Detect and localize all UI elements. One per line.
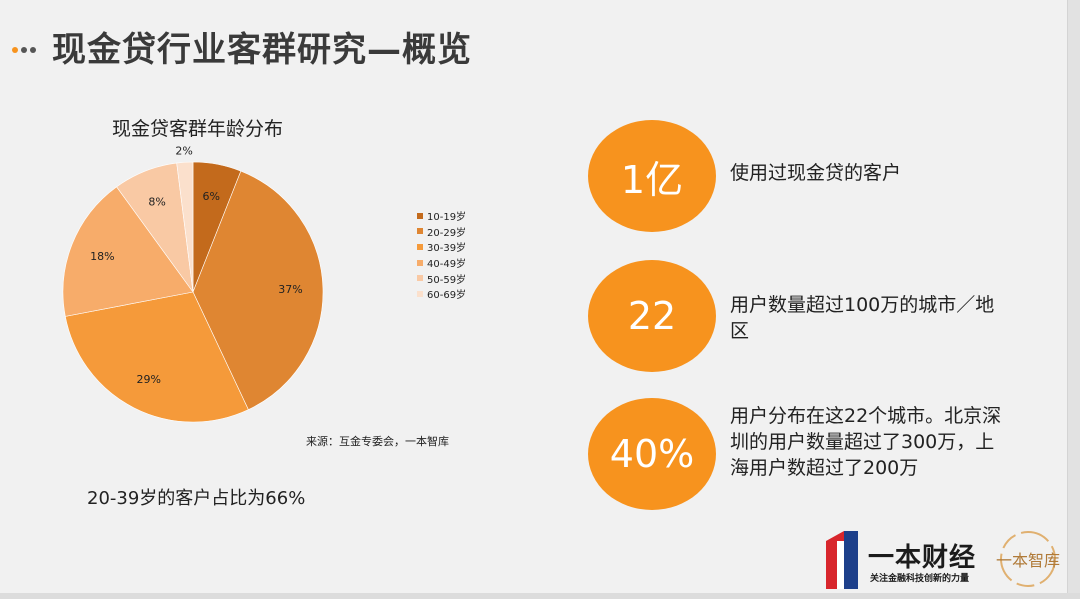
bottom-frame: [0, 593, 1080, 599]
pie-label-20-29岁: 37%: [278, 283, 302, 296]
legend-item-10-19岁: 10-19岁: [417, 208, 466, 224]
stat-circle-share: 40%: [588, 398, 716, 510]
pie-slice-40-49岁: [62, 186, 194, 317]
pie-label-10-19岁: 6%: [203, 190, 220, 203]
legend-label: 30-39岁: [427, 243, 467, 255]
age-pie-chart: 6% 37% 29% 18% 8% 2%: [62, 144, 324, 423]
pie-slice-60-69岁: [176, 161, 194, 293]
legend-label: 60-69岁: [427, 290, 467, 302]
seal-logo-icon: 一本智库: [996, 531, 1060, 587]
age-summary: 20-39岁的客户占比为66%: [87, 488, 306, 509]
page-title: 现金贷行业客群研究—概览: [52, 30, 472, 70]
pie-slice-20-29岁: [192, 170, 324, 411]
legend-item-30-39岁: 30-39岁: [417, 239, 466, 255]
stat-circle-cities: 22: [588, 260, 716, 372]
legend-label: 40-49岁: [427, 259, 467, 271]
chart-legend: 10-19岁 20-29岁 30-39岁 40-49岁 50-59岁 60-69岁: [417, 208, 466, 302]
legend-item-50-59岁: 50-59岁: [417, 270, 466, 286]
stat-circle-customers: 1亿: [588, 120, 716, 232]
legend-item-60-69岁: 60-69岁: [417, 286, 466, 302]
title-dots-icon: [12, 38, 39, 57]
pie-slice-30-39岁: [64, 291, 249, 423]
pie-label-30-39岁: 29%: [137, 373, 161, 386]
stat-desc-cities: 用户数量超过100万的城市／地区: [730, 294, 995, 342]
right-frame: [1067, 0, 1080, 599]
seal-text: 一本智库: [996, 551, 1060, 570]
chart-title: 现金贷客群年龄分布: [112, 118, 284, 140]
pie-label-60-69岁: 2%: [175, 144, 192, 157]
brand-name: 一本财经: [868, 543, 977, 573]
legend-label: 20-29岁: [427, 227, 467, 239]
legend-swatch: [417, 259, 423, 266]
pie-label-40-49岁: 18%: [90, 250, 114, 263]
legend-item-20-29岁: 20-29岁: [417, 224, 466, 240]
legend-swatch: [417, 275, 423, 282]
pie-label-50-59岁: 8%: [148, 195, 165, 208]
brand-block: 一本财经 关注金融科技创新的力量 一本智库: [826, 531, 1066, 591]
legend-label: 10-19岁: [427, 212, 467, 224]
legend-swatch: [417, 228, 423, 235]
brand-slogan: 关注金融科技创新的力量: [870, 574, 970, 584]
stat-desc-share: 用户分布在这22个城市。北京深圳的用户数量超过了300万，上海用户数超过了200…: [730, 405, 1002, 479]
stat-desc-customers: 使用过现金贷的客户: [730, 162, 902, 184]
legend-item-40-49岁: 40-49岁: [417, 255, 466, 271]
legend-swatch: [417, 290, 423, 297]
legend-label: 50-59岁: [427, 274, 467, 286]
chart-source: 来源：互金专委会，一本智库: [306, 435, 449, 448]
legend-swatch: [417, 212, 423, 219]
brand-logo-icon: [826, 531, 858, 589]
legend-swatch: [417, 243, 423, 250]
